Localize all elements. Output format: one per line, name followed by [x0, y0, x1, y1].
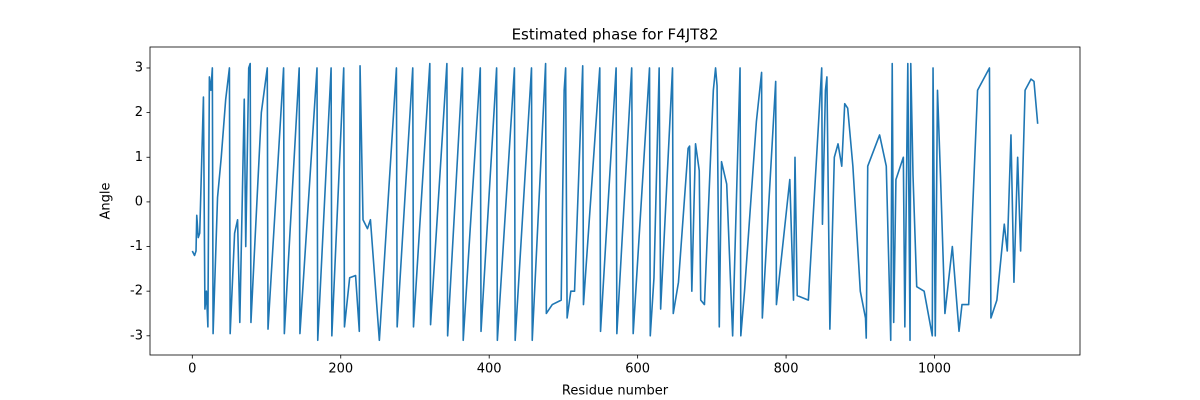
y-tick-label: 2: [135, 105, 143, 120]
x-tick-label: 600: [625, 362, 650, 377]
y-tick-label: 3: [135, 60, 143, 75]
x-tick-label: 800: [774, 362, 799, 377]
x-tick-label: 400: [477, 362, 502, 377]
chart-title: Estimated phase for F4JT82: [512, 26, 719, 44]
plot-frame: [149, 46, 1081, 356]
data-line: [191, 62, 1039, 342]
y-tick-label: -3: [130, 328, 143, 343]
x-tick-label: 0: [188, 362, 196, 377]
x-tick-label: 200: [328, 362, 353, 377]
y-tick-label: 0: [135, 194, 143, 209]
y-tick-label: -2: [130, 284, 143, 299]
y-tick-label: -1: [130, 239, 143, 254]
x-tick-label: 1000: [918, 362, 951, 377]
y-tick-label: 1: [135, 150, 143, 165]
y-axis-label: Angle: [99, 183, 114, 220]
x-axis-label: Residue number: [562, 384, 669, 399]
